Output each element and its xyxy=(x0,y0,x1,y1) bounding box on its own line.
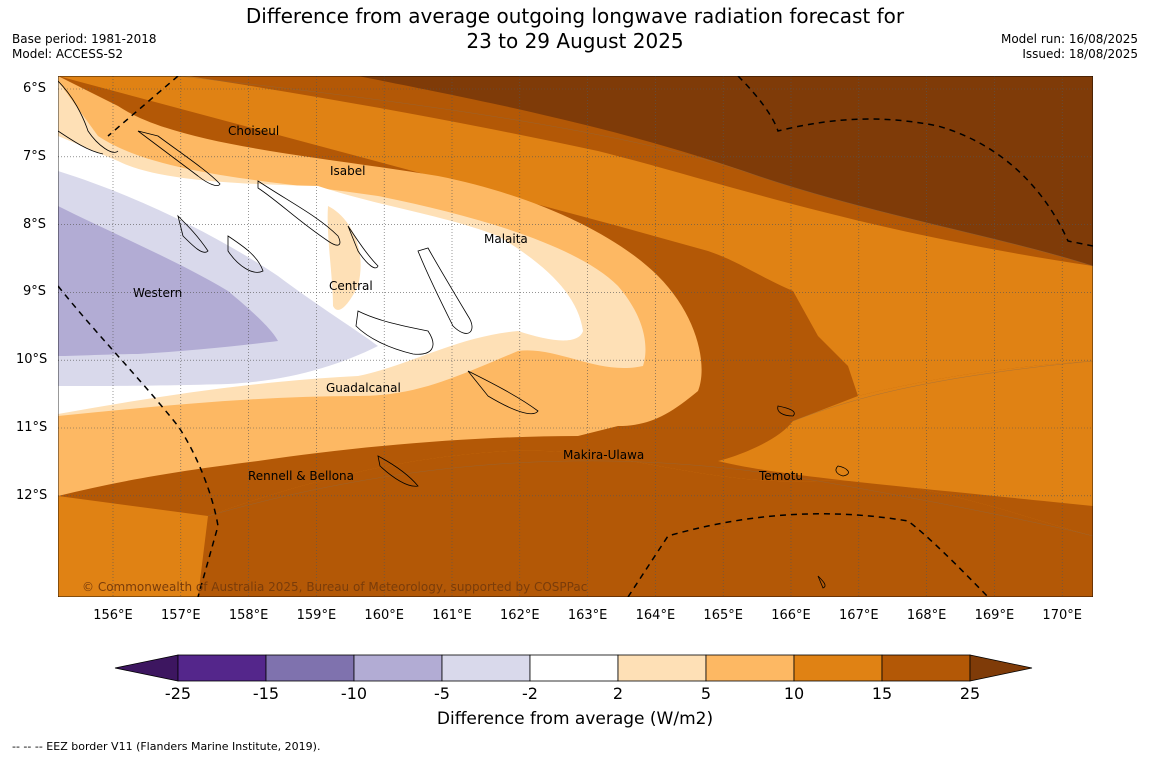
lon-label: 162°E xyxy=(500,608,540,623)
region-label-western: Western xyxy=(133,286,183,300)
issued-date: Issued: 18/08/2025 xyxy=(1022,47,1138,61)
band-10-15-east xyxy=(718,361,1093,506)
colorbar-extend-low xyxy=(114,654,179,682)
map-plot xyxy=(58,76,1093,597)
region-label-malaita: Malaita xyxy=(484,232,528,246)
contour-lines xyxy=(177,76,1093,537)
colorbar-tick-label: -5 xyxy=(434,684,450,703)
colorbar-segment xyxy=(529,654,619,682)
lon-label: 157°E xyxy=(161,608,201,623)
lat-label: 12°S xyxy=(16,488,48,503)
title-line-1: Difference from average outgoing longwav… xyxy=(245,4,905,28)
region-label-guadalcanal: Guadalcanal xyxy=(326,381,401,395)
lon-label: 161°E xyxy=(432,608,472,623)
region-label-rennell-bellona: Rennell & Bellona xyxy=(248,469,355,483)
eez-footnote: -- -- -- EEZ border V11 (Flanders Marine… xyxy=(12,740,321,753)
band-15-25-south xyxy=(198,450,1093,597)
eez-border xyxy=(58,76,1093,597)
colorbar-segment xyxy=(353,654,443,682)
lon-label: 156°E xyxy=(93,608,133,623)
band-minus-10-minus-5 xyxy=(58,206,278,356)
region-label-choiseul: Choiseul xyxy=(228,124,280,138)
lon-label: 160°E xyxy=(364,608,404,623)
band-over-25 xyxy=(178,76,1093,266)
colorbar-tick-label: -10 xyxy=(340,684,368,703)
colorbar-tick-label: 25 xyxy=(959,684,981,703)
lon-label: 163°E xyxy=(567,608,608,623)
chart-title: Difference from average outgoing longwav… xyxy=(0,4,1150,54)
colorbar-segment xyxy=(705,654,795,682)
region-label-central: Central xyxy=(329,279,373,293)
colorbar-tick-label: 5 xyxy=(700,684,712,703)
colorbar-tick-label: 10 xyxy=(783,684,805,703)
colorbar-segment xyxy=(881,654,971,682)
copyright-notice: © Commonwealth of Australia 2025, Bureau… xyxy=(82,580,588,594)
region-label-makira-ulawa: Makira-Ulawa xyxy=(563,448,645,462)
colorbar-extend-high xyxy=(969,654,1033,682)
lon-label: 169°E xyxy=(974,608,1015,623)
colorbar-segment xyxy=(793,654,883,682)
meta-left: Base period: 1981-2018 Model: ACCESS-S2 xyxy=(12,32,157,62)
colorbar-segment xyxy=(441,654,531,682)
lon-label: 168°E xyxy=(906,608,947,623)
meta-right: Model run: 16/08/2025 Issued: 18/08/2025 xyxy=(1001,32,1138,62)
colorbar-tick-label: -2 xyxy=(522,684,538,703)
model-run: Model run: 16/08/2025 xyxy=(1000,32,1138,46)
lon-label: 170°E xyxy=(1042,608,1082,623)
lon-label: 167°E xyxy=(839,608,879,623)
colorbar-tick-label: -15 xyxy=(252,684,280,703)
colorbar-tick-label: -25 xyxy=(164,684,192,703)
lat-label: 7°S xyxy=(23,149,47,164)
lat-label: 9°S xyxy=(23,284,47,299)
colorbar-segment xyxy=(177,654,267,682)
lon-label: 164°E xyxy=(635,608,676,623)
lat-label: 10°S xyxy=(16,352,48,367)
lon-label: 159°E xyxy=(296,608,337,623)
colorbar-label: Difference from average (W/m2) xyxy=(436,709,714,729)
coastlines xyxy=(58,80,849,589)
lon-label: 165°E xyxy=(703,608,743,623)
lon-label: 166°E xyxy=(771,608,811,623)
lon-label: 158°E xyxy=(228,608,269,623)
colorbar-tick-label: 2 xyxy=(612,684,624,703)
lat-label: 11°S xyxy=(16,420,48,435)
model-name: Model: ACCESS-S2 xyxy=(12,47,124,61)
base-period: Base period: 1981-2018 xyxy=(12,32,157,46)
title-line-2: 23 to 29 August 2025 xyxy=(466,29,684,53)
colorbar xyxy=(114,654,1033,682)
colorbar-tick-label: 15 xyxy=(871,684,893,703)
colorbar-segment xyxy=(265,654,355,682)
region-label-isabel: Isabel xyxy=(330,164,366,178)
region-label-temotu: Temotu xyxy=(759,469,804,483)
lat-label: 8°S xyxy=(23,217,47,232)
colorbar-segment xyxy=(617,654,707,682)
lat-label: 6°S xyxy=(23,81,47,96)
